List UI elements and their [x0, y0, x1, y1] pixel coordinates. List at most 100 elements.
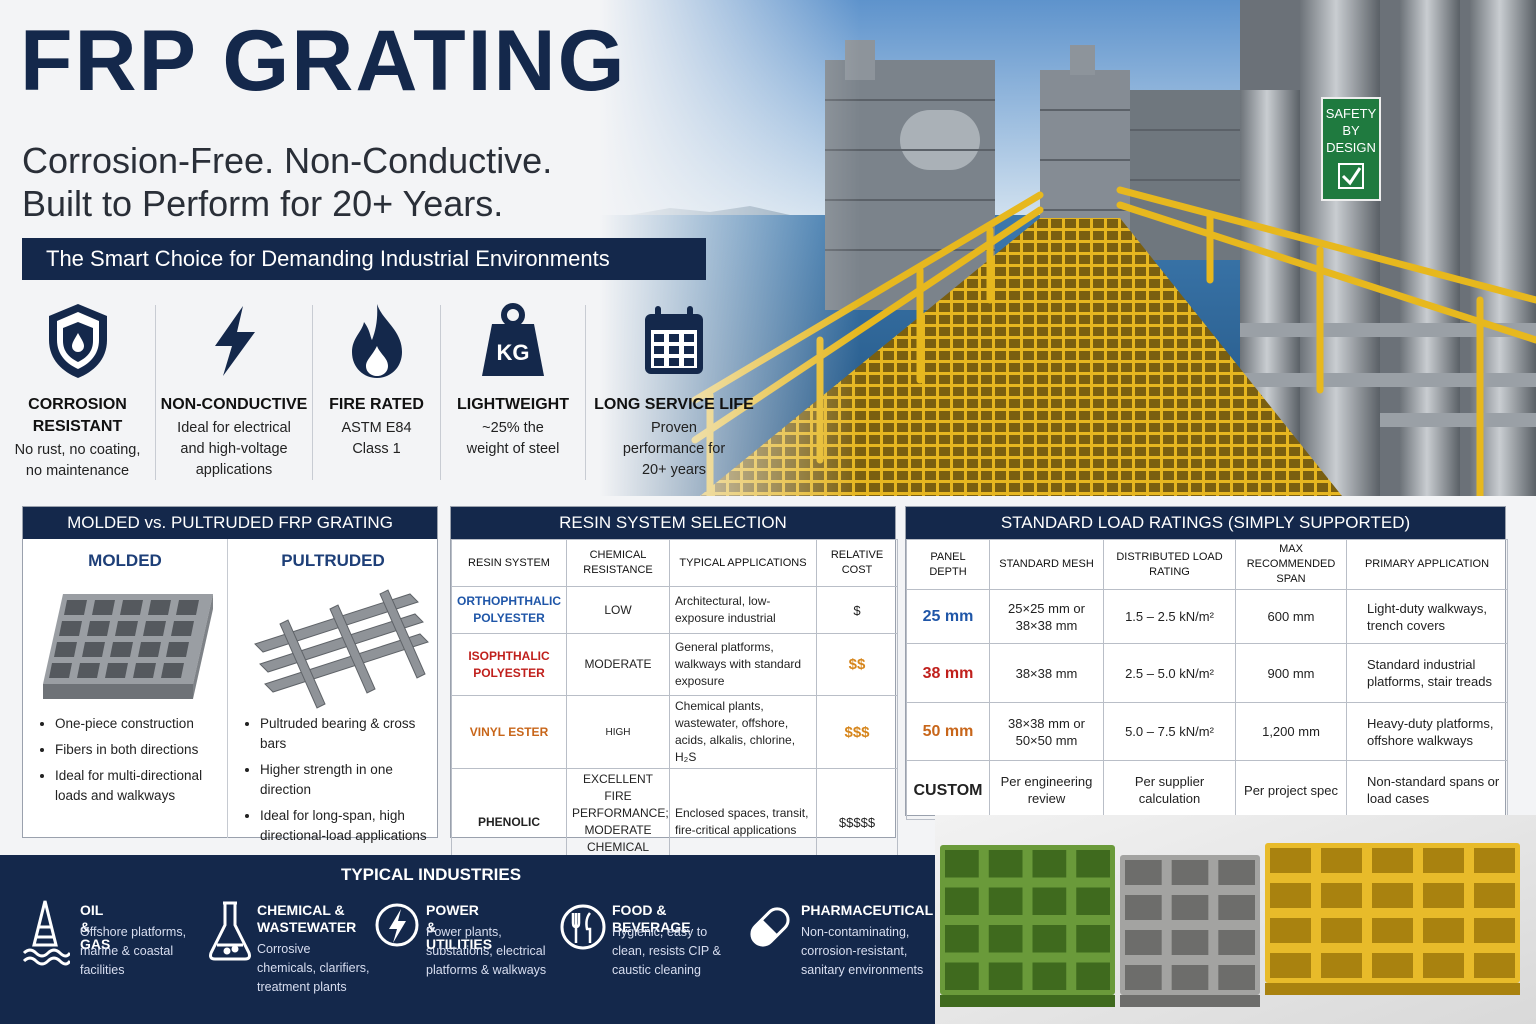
grid-hole — [176, 600, 199, 615]
shape — [22, 948, 70, 966]
loads-table: PANEL DEPTH STANDARD MESH DISTRIBUTED LOAD… — [906, 539, 1508, 820]
grating-hole — [1423, 848, 1464, 873]
grid-hole — [120, 600, 143, 615]
column-header: DISTRIBUTED LOAD RATING — [1103, 539, 1236, 590]
table-cell: 5.0 – 7.5 kN/m² — [1103, 702, 1236, 761]
table-cell: LOW — [566, 586, 670, 634]
table-cell: ISOPHTHALIC POLYESTER — [451, 633, 567, 696]
shape — [209, 901, 251, 961]
shape — [825, 99, 1250, 251]
grating-hole — [1372, 953, 1413, 978]
shape — [700, 218, 1342, 496]
shape — [32, 900, 58, 947]
shape — [254, 589, 429, 709]
table-row: 38 mm 38×38 mm 2.5 – 5.0 kN/m² 900 mm Standa… — [906, 643, 1508, 703]
pultruded-illustration — [254, 589, 429, 709]
table-row: ISOPHTHALIC POLYESTER MODERATE General pla… — [451, 633, 898, 696]
table-cell: 2.5 – 5.0 kN/m² — [1103, 643, 1236, 703]
grating-sample — [1265, 843, 1520, 995]
grating-hole — [988, 850, 1023, 878]
industry-text: Non-contaminating, corrosion-resistant, … — [801, 925, 924, 977]
feature-title: CORROSION RESISTANT — [28, 396, 127, 435]
table-cell: HIGH — [566, 695, 670, 769]
title: FRP GRATING — [20, 13, 627, 109]
grating-hole — [1125, 860, 1162, 885]
grating-body — [1265, 843, 1520, 983]
table-cell: Per engineering review — [989, 760, 1104, 820]
panel-title: STANDARD LOAD RATINGS (SIMPLY SUPPORTED) — [906, 507, 1505, 539]
icon-bolt — [215, 306, 255, 376]
comparison-column: MOLDED One-piece construction Fibers in b… — [23, 539, 228, 838]
shape — [669, 334, 679, 342]
table-cell: Light-duty walkways, trench covers — [1346, 589, 1508, 644]
table-row: ORTHOPHTHALIC POLYESTER LOW Architectural,… — [451, 586, 898, 634]
shape — [560, 904, 606, 950]
feature-text: ~25% the weight of steel — [466, 420, 560, 457]
grating-hole — [1321, 883, 1362, 908]
shape — [365, 346, 388, 376]
hero-photo: SAFETY BY DESIGN — [600, 0, 1536, 496]
shape — [375, 903, 419, 947]
grating-sample — [1120, 855, 1260, 1007]
grating-hole — [1032, 850, 1067, 878]
grating-hole — [1032, 925, 1067, 953]
table-cell: General platforms, walkways with standar… — [669, 633, 817, 696]
bullet-list: One-piece construction Fibers in both dir… — [23, 714, 227, 812]
shape — [654, 334, 664, 342]
grating-hole — [1171, 860, 1209, 885]
icon-calendar — [645, 306, 703, 374]
shape — [684, 334, 694, 342]
grating-hole — [988, 962, 1023, 990]
molded-illustration — [43, 594, 213, 699]
grating-sample — [940, 845, 1115, 1007]
banner: The Smart Choice for Demanding Industria… — [22, 238, 706, 280]
divider — [155, 305, 156, 480]
shape — [940, 843, 1520, 1007]
shape — [654, 334, 694, 366]
grating-body — [940, 845, 1115, 995]
grating-hole — [1125, 965, 1162, 990]
feature-title: NON-CONDUCTIVE — [160, 396, 308, 413]
grid-hole — [77, 663, 100, 678]
shape — [655, 306, 661, 322]
shape — [669, 346, 679, 354]
samples-photo — [935, 815, 1536, 1024]
table-cell: Per supplier calculation — [1103, 760, 1236, 820]
shape — [900, 110, 980, 170]
divider — [440, 305, 441, 480]
grid-hole — [59, 621, 82, 636]
industry-text: Power plants, substations, electrical pl… — [426, 925, 547, 977]
feature-text: Proven performance for 20+ years — [622, 420, 726, 478]
shape — [379, 589, 426, 679]
grating-hole — [1076, 850, 1110, 878]
feature: FIRE RATED ASTM E84 Class 1 — [313, 300, 440, 460]
grating-hole — [945, 962, 979, 990]
feature-title: LONG SERVICE LIFE — [594, 396, 754, 413]
column-header: RELATIVE COST — [816, 539, 898, 587]
grid-hole — [161, 663, 184, 678]
shape — [389, 909, 406, 943]
grid-hole — [138, 642, 161, 657]
grating-hole — [1474, 883, 1515, 908]
shape — [1338, 163, 1364, 189]
industry-name: OIL & GAS — [80, 902, 111, 952]
grating-hole — [1423, 953, 1464, 978]
table-cell: Chemical plants, wastewater, offshore, a… — [669, 695, 817, 769]
grating-hole — [1218, 895, 1255, 920]
shape — [43, 594, 213, 684]
divider — [312, 305, 313, 480]
column-name: PULTRUDED — [281, 551, 385, 570]
feature: KG LIGHTWEIGHT ~25% the weight of steel — [441, 300, 585, 460]
table-cell: 1,200 mm — [1235, 702, 1347, 761]
table-row: 50 mm 38×38 mm or 50×50 mm 5.0 – 7.5 kN/m²… — [906, 702, 1508, 761]
shape — [825, 99, 1250, 251]
grating-hole — [988, 925, 1023, 953]
subtitle: Corrosion-Free. Non-Conductive. — [22, 140, 553, 181]
grid-hole — [148, 600, 171, 615]
grating-hole — [1171, 965, 1209, 990]
grid-hole — [166, 642, 189, 657]
grating-body — [1120, 855, 1260, 995]
grating-hole — [1321, 848, 1362, 873]
table-cell: ORTHOPHTHALIC POLYESTER — [451, 586, 567, 634]
